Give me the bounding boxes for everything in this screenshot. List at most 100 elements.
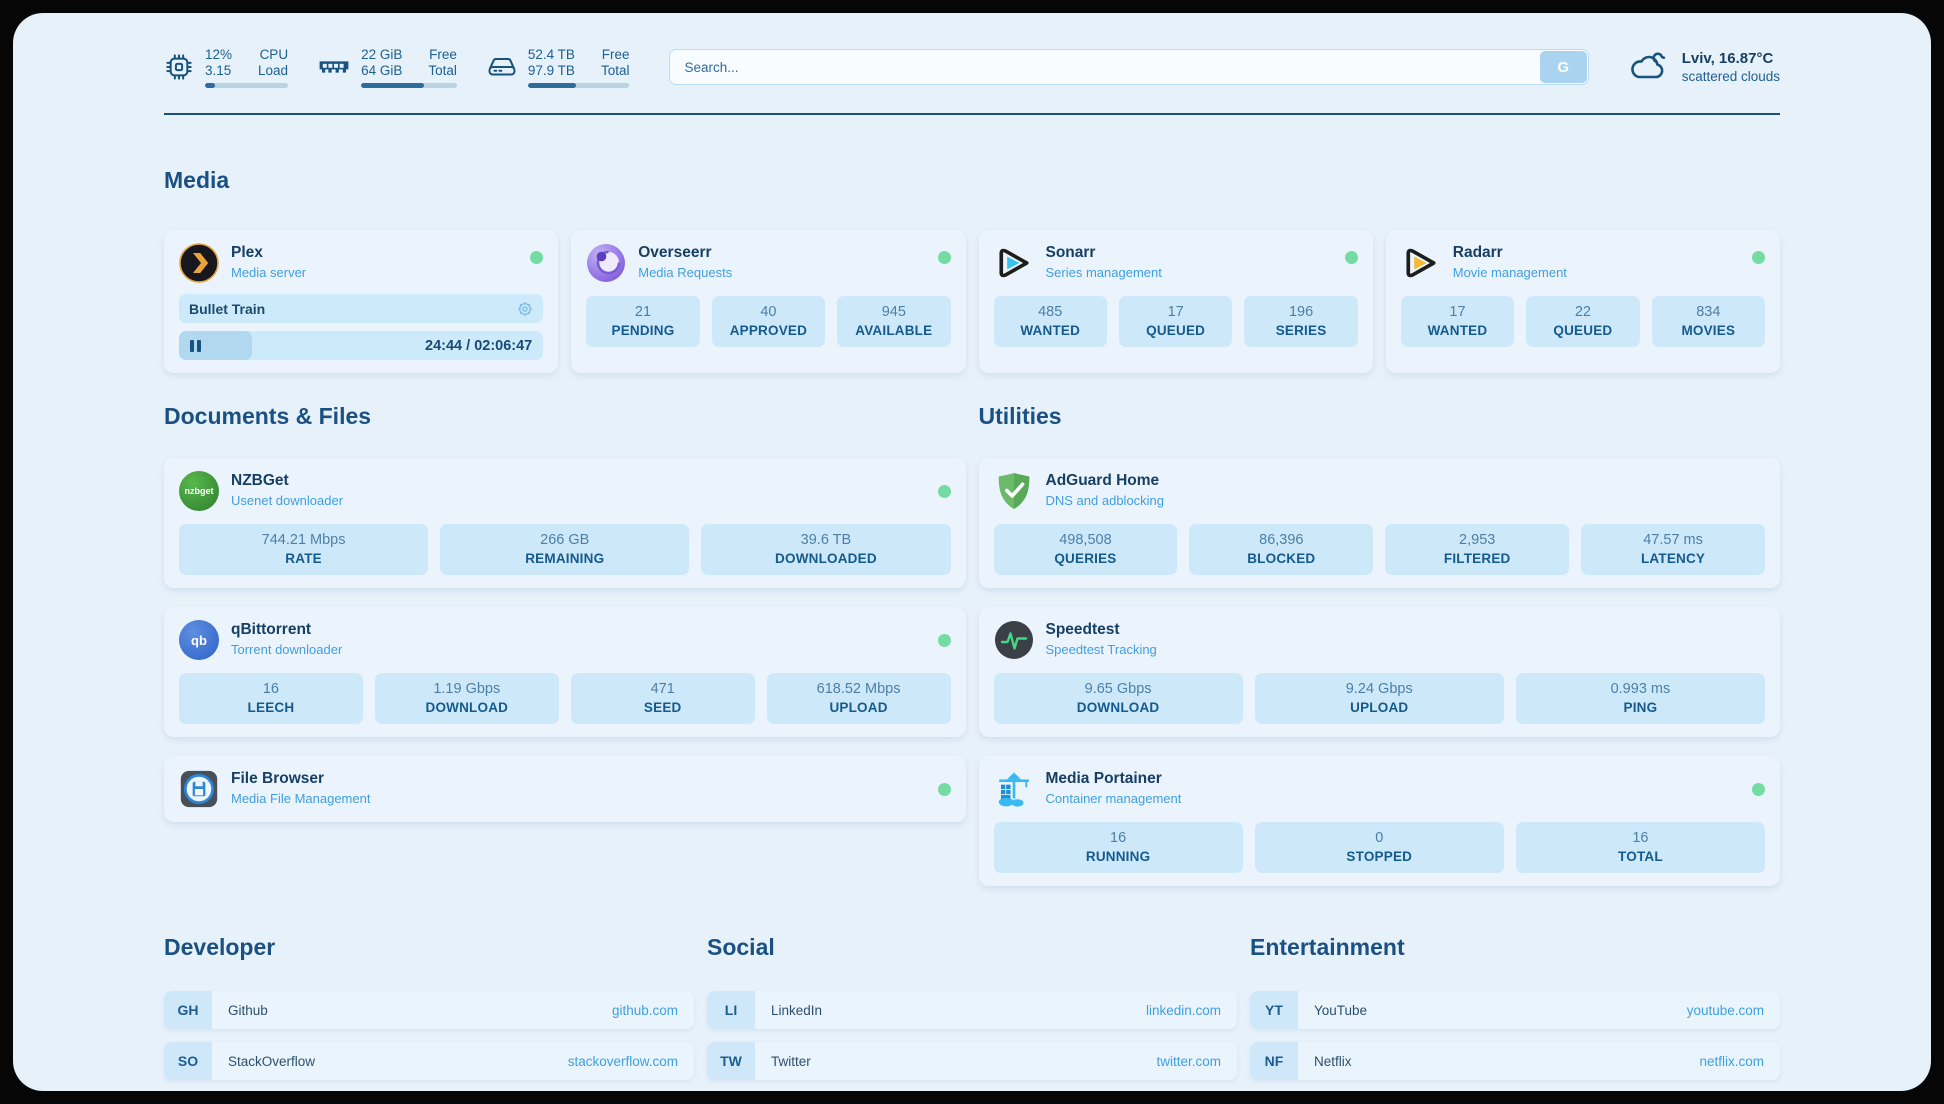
card-adguard[interactable]: AdGuard Home DNS and adblocking 498,508 …: [978, 458, 1780, 588]
service-name: Plex: [231, 244, 263, 261]
cpu-metric: 12% CPU 3.15 Load: [164, 46, 289, 88]
link-url[interactable]: stackoverflow.com: [567, 1053, 678, 1069]
link-name: StackOverflow: [228, 1053, 316, 1069]
weather-widget: Lviv, 16.87°C scattered clouds: [1629, 50, 1780, 84]
service-subtitle: Series management: [1045, 265, 1162, 280]
disk-icon: [488, 58, 516, 76]
service-subtitle: Media server: [231, 265, 307, 280]
disk-total-label: Total: [600, 62, 630, 78]
card-overseerr[interactable]: Overseerr Media Requests 21 PENDING 40 A…: [571, 230, 966, 373]
weather-condition: scattered clouds: [1681, 69, 1780, 84]
link-name: Github: [228, 1002, 268, 1018]
cpu-label: CPU: [259, 46, 289, 62]
memory-progress-bar: [361, 82, 457, 88]
stat-download: 1.19 Gbps DOWNLOAD: [374, 673, 559, 724]
disk-progress-bar: [527, 82, 630, 88]
stat-filtered: 2,953 FILTERED: [1385, 524, 1570, 575]
gear-icon[interactable]: [517, 301, 533, 317]
service-name: File Browser: [231, 770, 325, 787]
header-divider: [164, 113, 1780, 115]
stat-available: 945 AVAILABLE: [837, 296, 951, 347]
card-sonarr[interactable]: Sonarr Series management 485 WANTED 17 Q…: [978, 230, 1373, 373]
nzbget-icon: nzbget: [179, 471, 219, 511]
link-badge: GH: [164, 991, 212, 1029]
stat-wanted: 17 WANTED: [1400, 296, 1515, 347]
playback-time: 24:44 / 02:06:47: [425, 337, 533, 354]
top-bar: 12% CPU 3.15 Load: [164, 40, 1780, 94]
media-card-grid: Plex Media server Bullet Train 24:44 / 0…: [164, 230, 1780, 373]
adguard-shield-icon: [994, 471, 1034, 511]
card-nzbget[interactable]: nzbget NZBGet Usenet downloader 744.21 M…: [164, 458, 966, 588]
section-title-entertainment: Entertainment: [1250, 934, 1405, 960]
link-row-github[interactable]: GH Github github.com: [164, 991, 694, 1029]
stat-leech: 16 LEECH: [179, 673, 363, 724]
stat-movies: 834 MOVIES: [1651, 296, 1766, 347]
stat-queries: 498,508 QUERIES: [993, 524, 1178, 575]
link-name: Twitter: [771, 1053, 811, 1069]
link-row-twitter[interactable]: TW Twitter twitter.com: [707, 1042, 1237, 1080]
link-badge: TW: [707, 1042, 755, 1080]
cpu-usage-value: 12%: [205, 46, 233, 62]
playback-progress-bar: 24:44 / 02:06:47: [179, 331, 544, 360]
memory-total-value: 64 GiB: [361, 62, 403, 78]
now-playing-row: Bullet Train: [179, 294, 544, 323]
stat-download: 9.65 Gbps DOWNLOAD: [993, 673, 1243, 724]
stat-downloaded: 39.6 TB DOWNLOADED: [701, 524, 951, 575]
link-name: LinkedIn: [771, 1002, 823, 1018]
service-name: Speedtest: [1045, 621, 1120, 638]
link-url[interactable]: linkedin.com: [1145, 1002, 1221, 1018]
service-subtitle: Usenet downloader: [231, 493, 344, 508]
stat-stopped: 0 STOPPED: [1254, 822, 1504, 873]
card-speedtest[interactable]: Speedtest Speedtest Tracking 9.65 Gbps D…: [978, 607, 1780, 737]
overseerr-icon: [586, 243, 626, 283]
memory-free-value: 22 GiB: [361, 46, 403, 62]
section-title-developer: Developer: [164, 934, 276, 960]
link-url[interactable]: github.com: [611, 1002, 678, 1018]
stat-upload: 9.24 Gbps UPLOAD: [1254, 673, 1504, 724]
stat-upload: 618.52 Mbps UPLOAD: [766, 673, 951, 724]
service-name: Sonarr: [1045, 244, 1096, 261]
status-dot: [1752, 251, 1765, 264]
card-plex[interactable]: Plex Media server Bullet Train 24:44 / 0…: [164, 230, 559, 373]
link-url[interactable]: netflix.com: [1699, 1053, 1764, 1069]
service-name: Overseerr: [638, 244, 712, 261]
service-name: qBittorrent: [231, 621, 312, 638]
link-url[interactable]: twitter.com: [1156, 1053, 1221, 1069]
stat-remaining: 266 GB REMAINING: [440, 524, 690, 575]
link-badge: NF: [1250, 1042, 1298, 1080]
now-playing-title: Bullet Train: [189, 300, 266, 317]
status-dot: [937, 484, 951, 498]
stat-pending: 21 PENDING: [586, 296, 700, 347]
link-row-stackoverflow[interactable]: SO StackOverflow stackoverflow.com: [164, 1042, 694, 1080]
status-dot: [937, 251, 951, 264]
stat-approved: 40 APPROVED: [711, 296, 826, 347]
stat-latency: 47.57 ms LATENCY: [1581, 524, 1765, 575]
link-url[interactable]: youtube.com: [1686, 1002, 1764, 1018]
search-provider-button[interactable]: G: [1539, 51, 1587, 83]
link-row-linkedin[interactable]: LI LinkedIn linkedin.com: [707, 991, 1237, 1029]
card-radarr[interactable]: Radarr Movie management 17 WANTED 22 QUE…: [1385, 230, 1780, 373]
service-name: Media Portainer: [1045, 770, 1162, 787]
sonarr-icon: [994, 243, 1034, 283]
status-dot: [937, 782, 951, 796]
pause-icon: [190, 339, 201, 352]
qbittorrent-icon: qb: [179, 620, 219, 660]
link-row-youtube[interactable]: YT YouTube youtube.com: [1250, 991, 1780, 1029]
portainer-crane-icon: [994, 769, 1034, 809]
section-title-documents: Documents & Files: [164, 403, 372, 429]
link-badge: LI: [707, 991, 755, 1029]
search-bar: G: [669, 49, 1589, 85]
link-row-netflix[interactable]: NF Netflix netflix.com: [1250, 1042, 1780, 1080]
stat-rate: 744.21 Mbps RATE: [179, 524, 429, 575]
card-filebrowser[interactable]: File Browser Media File Management: [164, 756, 966, 822]
card-qbittorrent[interactable]: qb qBittorrent Torrent downloader 16 LEE…: [164, 607, 966, 737]
service-subtitle: DNS and adblocking: [1045, 493, 1165, 508]
card-portainer[interactable]: Media Portainer Container management 16 …: [978, 756, 1780, 886]
filebrowser-icon: [179, 769, 219, 809]
plex-icon: [179, 243, 219, 283]
cpu-load-label: Load: [258, 62, 289, 78]
status-dot: [1344, 251, 1358, 264]
search-input[interactable]: [669, 49, 1589, 85]
stat-ping: 0.993 ms PING: [1515, 673, 1766, 724]
disk-metric: 52.4 TB Free 97.9 TB Total: [487, 47, 630, 88]
